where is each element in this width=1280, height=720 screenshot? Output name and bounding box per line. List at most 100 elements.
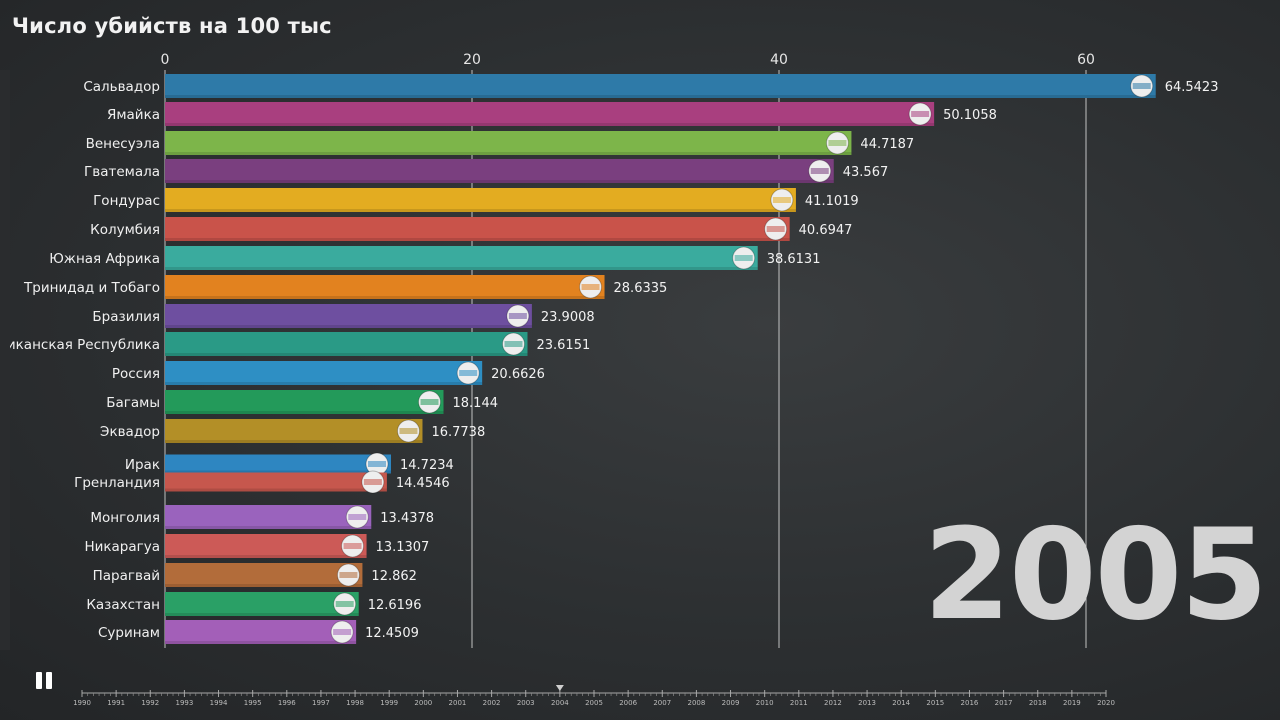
flag-stripe <box>343 543 362 549</box>
timeline-year-label: 2009 <box>722 699 740 707</box>
bar-shadow <box>165 180 834 183</box>
timeline-year-label: 2013 <box>858 699 876 707</box>
bar <box>165 505 372 529</box>
flag-stripe <box>766 226 785 232</box>
x-tick-label: 0 <box>161 52 170 68</box>
flag-stripe <box>333 629 352 635</box>
timeline-year-label: 2005 <box>585 699 603 707</box>
flag-el-salvador-icon <box>1130 74 1154 98</box>
bar-shadow <box>165 382 483 385</box>
year-display: 2005 <box>923 501 1268 648</box>
flag-nicaragua-icon <box>341 534 365 558</box>
chart-title: Число убийств на 100 тыс <box>12 14 332 38</box>
bar <box>165 563 363 587</box>
flag-kazakhstan-icon <box>333 592 357 616</box>
timeline-year-label: 2019 <box>1063 699 1081 707</box>
flag-stripe <box>399 428 418 434</box>
value-label: 18.144 <box>453 396 499 411</box>
timeline-year-label: 2014 <box>892 699 910 707</box>
bar-shadow <box>165 325 532 328</box>
flag-stripe <box>734 255 753 261</box>
timeline-year-label: 1996 <box>278 699 296 707</box>
value-label: 12.4509 <box>365 626 419 641</box>
flag-greenland-icon <box>361 470 385 494</box>
timeline-year-label: 2012 <box>824 699 842 707</box>
timeline-year-label: 1990 <box>73 699 91 707</box>
flag-trinidad-and-tobago-icon <box>579 275 603 299</box>
flag-stripe <box>581 284 600 290</box>
category-label: Ирак <box>125 457 160 473</box>
timeline-year-label: 2001 <box>449 699 467 707</box>
flag-stripe <box>335 601 354 607</box>
bar <box>165 102 935 126</box>
category-label: Никарагуа <box>84 539 160 555</box>
flag-stripe <box>504 341 523 347</box>
value-label: 14.4546 <box>396 476 450 491</box>
bar-shadow <box>165 526 372 529</box>
bar <box>165 620 357 644</box>
bar <box>165 454 392 474</box>
timeline-year-label: 2007 <box>653 699 671 707</box>
pause-button[interactable] <box>34 670 54 692</box>
timeline-year-label: 1993 <box>175 699 193 707</box>
bar <box>165 74 1156 98</box>
value-label: 43.567 <box>843 165 889 180</box>
timeline-year-label: 2002 <box>483 699 501 707</box>
bar <box>165 390 444 414</box>
value-label: 16.7738 <box>431 425 485 440</box>
category-label: Бразилия <box>92 309 160 325</box>
flag-mongolia-icon <box>345 505 369 529</box>
value-label: 12.6196 <box>368 598 422 613</box>
timeline-marker[interactable] <box>555 685 564 691</box>
bar <box>165 332 528 356</box>
bar <box>165 304 532 328</box>
bar-shadow <box>165 95 1156 98</box>
bar <box>165 534 367 558</box>
bar-shadow <box>165 613 359 616</box>
flag-suriname-icon <box>330 620 354 644</box>
bar-shadow <box>165 411 444 414</box>
bar <box>165 472 387 492</box>
timeline-year-label: 2008 <box>687 699 705 707</box>
category-label: Тринидад и Тобаго <box>23 280 160 296</box>
value-label: 41.1019 <box>805 194 859 209</box>
bar <box>165 592 359 616</box>
bar <box>165 246 758 270</box>
bar-shadow <box>165 488 387 492</box>
bar <box>165 361 483 385</box>
timeline-year-label: 2000 <box>414 699 432 707</box>
flag-stripe <box>772 197 791 203</box>
timeline-year-label: 1995 <box>244 699 262 707</box>
bar-chart: 0 20 40 60 Сальвадор 64.5423 Ямайка 50.1058 Вене… <box>0 52 1218 650</box>
value-label: 50.1058 <box>943 108 997 123</box>
x-tick-label: 60 <box>1077 52 1095 68</box>
flag-bahamas-icon <box>418 390 442 414</box>
bar-shadow <box>165 296 605 299</box>
timeline-scrubber[interactable]: 1990 1991 1992 1993 1994 1995 1996 1997 1998 1999… <box>0 680 1280 720</box>
category-label: Сальвадор <box>83 79 160 95</box>
flag-jamaica-icon <box>908 102 932 126</box>
category-label: Гватемала <box>84 164 160 180</box>
category-label: Гренландия <box>74 475 160 491</box>
category-label: Парагвай <box>93 568 160 584</box>
flag-stripe <box>368 461 387 467</box>
flag-honduras-icon <box>770 188 794 212</box>
timeline-year-label: 2017 <box>995 699 1013 707</box>
category-label: Суринам <box>98 625 160 641</box>
flag-stripe <box>348 514 367 520</box>
timeline-year-label: 2011 <box>790 699 808 707</box>
flag-stripe <box>911 111 930 117</box>
timeline-year-label: 1999 <box>380 699 398 707</box>
value-label: 23.9008 <box>541 310 595 325</box>
value-label: 13.1307 <box>376 540 430 555</box>
flag-russia-icon <box>456 361 480 385</box>
value-label: 12.862 <box>371 569 417 584</box>
value-label: 38.6131 <box>767 252 821 267</box>
category-label: Ямайка <box>107 107 160 123</box>
bar <box>165 419 423 443</box>
bar-shadow <box>165 470 392 474</box>
flag-stripe <box>508 313 527 319</box>
flag-paraguay-icon <box>336 563 360 587</box>
timeline-year-label: 2006 <box>619 699 637 707</box>
timeline-year-label: 2003 <box>517 699 535 707</box>
